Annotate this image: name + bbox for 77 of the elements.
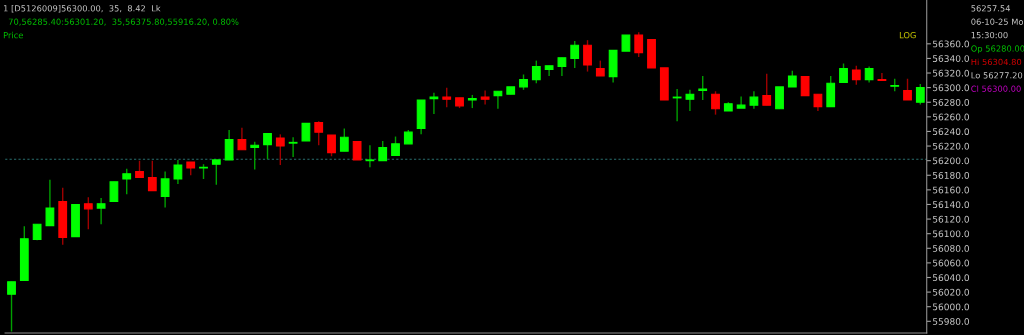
y-tick-label: 56200.0 [932,157,970,165]
y-tick-label: 56020.0 [932,288,970,296]
candlestick [352,141,362,161]
y-tick-label: 56280.0 [932,98,970,106]
y-tick-label: 56240.0 [932,128,970,135]
y-tick-label: 56160.0 [932,186,970,194]
candlestick [391,135,400,157]
candlestick [339,127,349,152]
candlestick [7,281,16,333]
candlestick [288,136,298,158]
candlestick [211,159,221,186]
y-tick-label: 55980.0 [932,318,970,325]
candlestick [160,170,170,209]
annotation: 70,56285.40:56301.20, 35,56375.80,55916.20, 0.80% [8,18,239,26]
candlestick [685,89,695,112]
candlestick [250,140,260,171]
y-tick-label: 56260.0 [932,113,970,121]
text: 06-10-25 Mo [971,18,1024,25]
candlestick [314,120,324,147]
y-tick-label: 56080.0 [932,245,970,252]
y-tick-label: 56140.0 [932,201,970,209]
candlestick [762,73,772,106]
candlestick [83,196,93,230]
candlestick [365,144,375,168]
candlestick [263,132,272,160]
candlestick [378,140,388,162]
candlestick [583,39,592,73]
candlestick [45,178,55,227]
candlestick [224,129,234,161]
candlestick [826,75,836,108]
candlestick [800,76,810,97]
candlestick [775,86,784,110]
text: Lo 56277.20 [971,72,1023,79]
candlestick [851,65,861,86]
y-tick-label: 56120.0 [932,215,970,223]
text: 15:30:00 [971,31,1008,39]
candlestick [839,62,848,84]
candlestick [570,40,580,69]
text: 56257.54 [971,5,1011,12]
annotation: 1 [D5126009]56300.00, 35, 8.42 Lk [3,5,161,13]
candlestick [275,133,285,166]
candlestick [237,127,247,151]
candlestick [480,89,490,106]
candlestick [672,88,682,122]
y-tick-label: 56320.0 [932,69,970,77]
candlestick [736,95,746,109]
candlestick [915,83,925,106]
candlestick [634,31,644,58]
y-tick-label: 56340.0 [932,55,970,62]
y-tick-label: 56180.0 [932,171,970,179]
text: Op 56280.00 [971,45,1024,54]
candlestick [698,75,708,101]
annotation: Price [3,31,23,39]
y-tick-label: 56060.0 [932,259,970,267]
candlestick [877,72,887,82]
candlestick [147,159,157,192]
y-tick-label: 56220.0 [932,142,970,150]
candlestick [429,92,439,115]
y-tick-label: 56040.0 [932,274,970,282]
candlestick [96,197,106,225]
candlestick [173,159,183,185]
annotation: LOG [899,31,916,39]
y-tick-label: 56000.0 [932,303,970,311]
y-tick-label: 56300.0 [932,84,970,92]
candlestick [109,181,119,203]
y-tick-label: 56360.0 [932,40,970,48]
candlestick [122,167,132,195]
candlestick [531,59,541,84]
text: Cl 56300.00 [971,85,1021,92]
candlestick [711,90,720,116]
candlestick [327,134,336,157]
y-tick-label: 56100.0 [932,230,970,238]
candlestick [493,90,503,110]
text: Hi 56304.80 [971,58,1022,66]
candlestick [442,86,452,109]
candlestick [903,78,912,101]
candlestick [557,56,567,77]
